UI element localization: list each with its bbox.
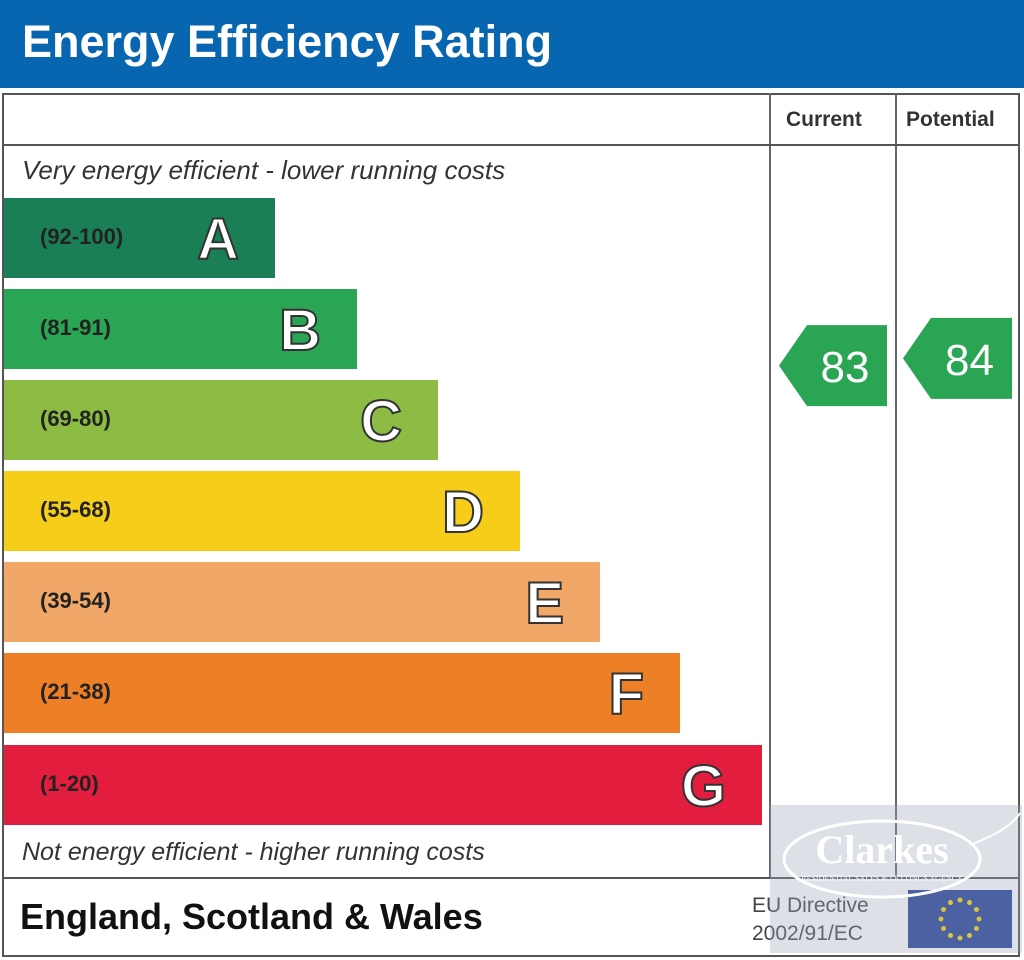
star	[941, 926, 947, 931]
star	[948, 900, 953, 906]
star	[973, 907, 979, 912]
band-C: (69-80) C	[4, 380, 438, 460]
band-letter: D	[441, 479, 485, 546]
current-rating-arrow	[779, 325, 887, 407]
divider	[2, 877, 1020, 879]
band-A: (92-100) A	[4, 198, 275, 278]
eu-directive: EU Directive	[752, 894, 869, 917]
bottom-note: Not energy efficient - higher running co…	[22, 838, 485, 866]
star	[957, 897, 963, 903]
band-range: (81-91)	[40, 315, 111, 340]
current-rating-value: 83	[821, 343, 870, 392]
band-D: (55-68) D	[4, 471, 520, 551]
clarkes-watermark: Clarkes RESIDENTIAL SALES & LETTINGS AGEN…	[770, 805, 1022, 953]
top-note: Very energy efficient - lower running co…	[22, 155, 506, 185]
divider	[2, 144, 1020, 146]
star	[973, 926, 979, 931]
star	[967, 932, 972, 938]
star	[976, 916, 982, 922]
page-title: Energy Efficiency Rating	[22, 16, 553, 67]
band-F: (21-38) F	[4, 653, 680, 733]
star	[957, 935, 963, 941]
region-label: England, Scotland & Wales	[20, 896, 483, 937]
eu-flag-icon	[908, 890, 1012, 948]
watermark-text: RESIDENTIAL SALES & LETTINGS AGENCY	[801, 874, 963, 883]
potential-rating-arrow	[903, 317, 1012, 399]
column-potential: Potential	[906, 108, 995, 131]
band-range: (55-68)	[40, 497, 111, 522]
eu-directive-number: 2002/91/EC	[752, 922, 863, 945]
band-range: (1-20)	[40, 771, 99, 796]
band-range: (69-80)	[40, 406, 111, 431]
band-letter: F	[608, 661, 645, 728]
band-E: (39-54) E	[4, 562, 600, 642]
band-letter: A	[196, 206, 240, 273]
band-range: (39-54)	[40, 588, 111, 613]
band-range: (21-38)	[40, 679, 111, 704]
column-current: Current	[786, 108, 862, 131]
band-G: (1-20) G	[4, 745, 762, 825]
star	[948, 932, 953, 938]
star	[938, 916, 944, 922]
star	[967, 900, 972, 906]
chart-frame	[2, 93, 1020, 957]
divider	[895, 93, 897, 879]
band-letter: C	[359, 388, 403, 455]
header: Energy Efficiency Rating	[0, 0, 1024, 88]
divider	[769, 93, 771, 879]
band-B: (81-91) B	[4, 289, 357, 369]
band-letter: E	[524, 570, 565, 637]
band-letter: B	[278, 297, 322, 364]
band-range: (92-100)	[40, 224, 124, 249]
band-letter: G	[680, 753, 727, 820]
potential-rating-value: 84	[945, 336, 994, 385]
star	[941, 907, 947, 912]
watermark-text: Clarkes	[815, 827, 948, 872]
